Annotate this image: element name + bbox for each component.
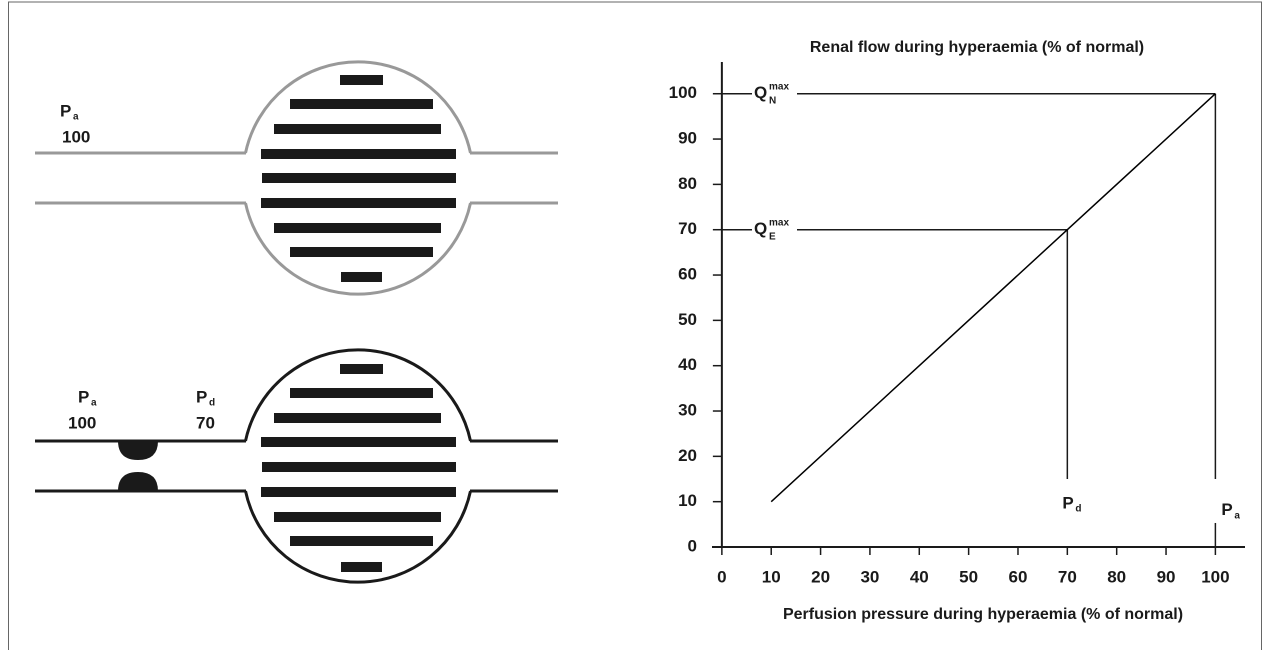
pd-symbol: P	[196, 387, 207, 406]
pd-value: 70	[196, 413, 215, 432]
normal-kidney: P a 100	[35, 60, 558, 296]
y-tick-label: 40	[678, 355, 697, 374]
pd-sub: d	[209, 398, 215, 409]
x-tick-label: 100	[1201, 567, 1229, 586]
y-tick-label: 90	[678, 129, 697, 148]
x-tick-label: 0	[717, 567, 726, 586]
y-tick-label: 10	[678, 491, 697, 510]
y-tick-label: 0	[688, 536, 697, 555]
q-sup: max	[769, 217, 789, 228]
q-sup: max	[769, 81, 789, 92]
chart-title: Renal flow during hyperaemia (% of norma…	[810, 39, 1144, 56]
x-tick-label: 80	[1107, 567, 1126, 586]
x-axis-label: Perfusion pressure during hyperaemia (% …	[783, 606, 1183, 623]
x-tick-label: 30	[860, 567, 879, 586]
pa-symbol: P	[60, 101, 71, 120]
q-sub: E	[769, 231, 776, 242]
p-sub: a	[1234, 510, 1240, 521]
y-tick-label: 70	[678, 219, 697, 238]
q-symbol: Q	[754, 219, 767, 238]
y-tick-label: 100	[669, 83, 697, 102]
pa-value: 100	[62, 127, 90, 146]
stenosis-kidney: P a 100 P d 70	[35, 348, 558, 584]
x-tick-label: 10	[762, 567, 781, 586]
stenosis-bottom	[118, 472, 158, 491]
pa-sub: a	[91, 398, 97, 409]
x-tick-label: 60	[1009, 567, 1028, 586]
y-tick-label: 30	[678, 401, 697, 420]
data-line	[770, 93, 1216, 503]
p-symbol: P	[1062, 493, 1073, 512]
y-tick-label: 80	[678, 174, 697, 193]
q-symbol: Q	[754, 83, 767, 102]
y-tick-label: 20	[678, 446, 697, 465]
y-tick-label: 50	[678, 310, 697, 329]
pa-value: 100	[68, 413, 96, 432]
x-tick-label: 40	[910, 567, 929, 586]
stenosis-top	[118, 441, 158, 460]
y-tick-label: 60	[678, 265, 697, 284]
frame	[8, 1, 1262, 650]
x-tick-label: 70	[1058, 567, 1077, 586]
x-tick-label: 90	[1157, 567, 1176, 586]
pa-sub: a	[73, 112, 79, 123]
x-tick-label: 20	[811, 567, 830, 586]
p-symbol: P	[1221, 500, 1232, 519]
x-tick-label: 50	[959, 567, 978, 586]
pa-symbol: P	[78, 387, 89, 406]
p-sub: d	[1075, 504, 1081, 515]
q-sub: N	[769, 95, 776, 106]
